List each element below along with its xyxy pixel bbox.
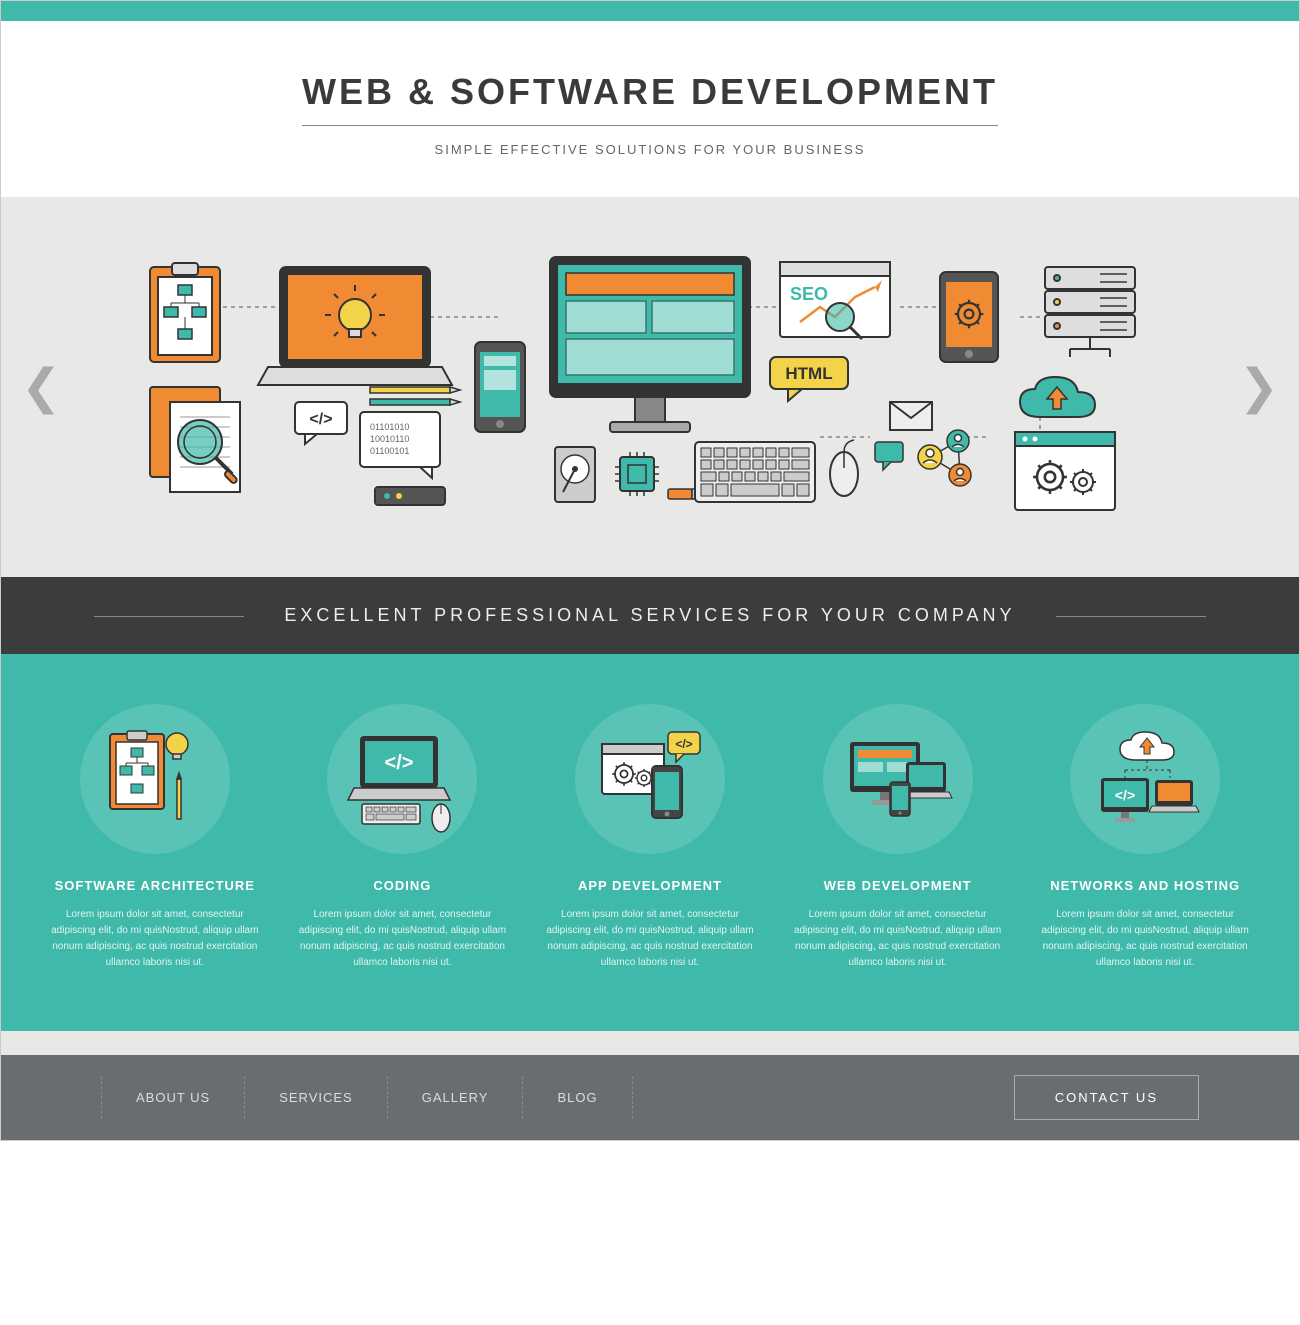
envelope-icon	[890, 402, 932, 430]
page-title: WEB & SOFTWARE DEVELOPMENT	[302, 71, 998, 126]
clipboard-icon	[150, 263, 220, 362]
tablet-icon	[940, 272, 998, 362]
service-desc: Lorem ipsum dolor sit amet, consectetur …	[784, 907, 1012, 971]
cloud-icon	[1020, 377, 1095, 417]
svg-text:</>: </>	[1115, 787, 1135, 803]
laptop-icon	[258, 267, 452, 385]
service-software-architecture: SOFTWARE ARCHITECTURE Lorem ipsum dolor …	[41, 704, 269, 971]
service-title: NETWORKS AND HOSTING	[1031, 878, 1259, 893]
header: WEB & SOFTWARE DEVELOPMENT SIMPLE EFFECT…	[1, 21, 1299, 197]
svg-text:</>: </>	[385, 752, 414, 774]
app-dev-icon: </>	[575, 704, 725, 854]
coding-icon: </>	[327, 704, 477, 854]
services-headline-band: EXCELLENT PROFESSIONAL SERVICES FOR YOUR…	[1, 577, 1299, 654]
service-desc: Lorem ipsum dolor sit amet, consectetur …	[41, 907, 269, 971]
footer-link-about[interactable]: ABOUT US	[101, 1076, 245, 1119]
svg-text:HTML: HTML	[785, 364, 832, 383]
hero-section: ❮ ❯	[1, 197, 1299, 577]
web-dev-icon	[823, 704, 973, 854]
service-web-development: WEB DEVELOPMENT Lorem ipsum dolor sit am…	[784, 704, 1012, 971]
users-icon	[918, 430, 971, 486]
phone-icon	[475, 342, 525, 432]
svg-text:01101010: 01101010	[370, 422, 409, 432]
divider	[1, 1031, 1299, 1055]
seo-window-icon: SEO	[780, 262, 890, 339]
service-title: WEB DEVELOPMENT	[784, 878, 1012, 893]
service-app-development: </> APP DEVELOPMENT Lorem ipsum dolor si…	[536, 704, 764, 971]
code-bubble-icon: </>	[295, 402, 347, 444]
monitor-icon	[550, 257, 750, 432]
html-bubble-icon: HTML	[770, 357, 848, 401]
service-networks-hosting: </> NETWORKS AND HOSTING Lorem ipsum dol…	[1031, 704, 1259, 971]
footer-link-blog[interactable]: BLOG	[523, 1076, 632, 1119]
chip-icon	[615, 452, 659, 496]
page-subtitle: SIMPLE EFFECTIVE SOLUTIONS FOR YOUR BUSI…	[21, 142, 1279, 157]
page: WEB & SOFTWARE DEVELOPMENT SIMPLE EFFECT…	[0, 0, 1300, 1141]
svg-text:</>: </>	[309, 411, 332, 428]
svg-text:01100101: 01100101	[370, 446, 409, 456]
keyboard-icon	[695, 442, 815, 502]
service-desc: Lorem ipsum dolor sit amet, consectetur …	[536, 907, 764, 971]
footer: ABOUT US SERVICES GALLERY BLOG CONTACT U…	[1, 1055, 1299, 1140]
services-section: SOFTWARE ARCHITECTURE Lorem ipsum dolor …	[1, 654, 1299, 1031]
hosting-icon: </>	[1070, 704, 1220, 854]
gears-window-icon	[1015, 432, 1115, 510]
service-desc: Lorem ipsum dolor sit amet, consectetur …	[1031, 907, 1259, 971]
service-coding: </> CODING Lorem ipsum dolor sit amet, c…	[289, 704, 517, 971]
contact-button[interactable]: CONTACT US	[1014, 1075, 1199, 1120]
svg-text:SEO: SEO	[790, 284, 828, 304]
services-headline: EXCELLENT PROFESSIONAL SERVICES FOR YOUR…	[244, 605, 1055, 626]
footer-link-gallery[interactable]: GALLERY	[388, 1076, 524, 1119]
service-title: APP DEVELOPMENT	[536, 878, 764, 893]
service-title: CODING	[289, 878, 517, 893]
svg-text:10010110: 10010110	[370, 434, 409, 444]
hero-illustration: </> 01101010 10010110 01100101	[61, 237, 1239, 537]
architecture-icon	[80, 704, 230, 854]
footer-link-services[interactable]: SERVICES	[245, 1076, 388, 1119]
mouse-icon	[830, 440, 858, 496]
topbar	[1, 1, 1299, 21]
svg-text:</>: </>	[675, 737, 692, 751]
server-icon	[1045, 267, 1135, 357]
carousel-next-button[interactable]: ❯	[1239, 359, 1279, 415]
carousel-prev-button[interactable]: ❮	[21, 359, 61, 415]
service-title: SOFTWARE ARCHITECTURE	[41, 878, 269, 893]
service-desc: Lorem ipsum dolor sit amet, consectetur …	[289, 907, 517, 971]
hdd-icon	[555, 447, 595, 502]
